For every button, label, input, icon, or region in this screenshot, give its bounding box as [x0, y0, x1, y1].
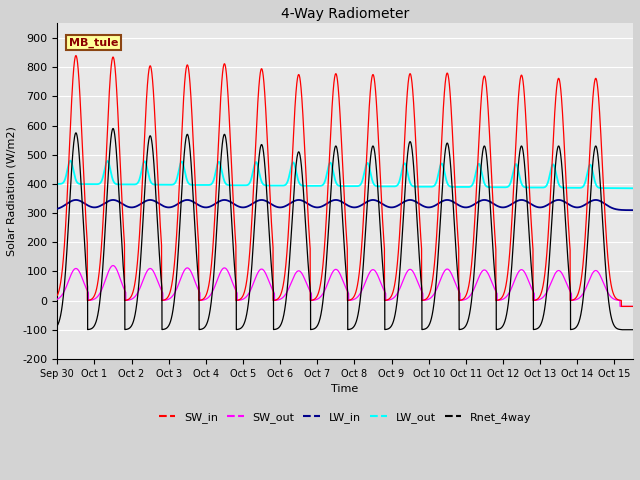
Title: 4-Way Radiometer: 4-Way Radiometer: [281, 7, 409, 21]
Y-axis label: Solar Radiation (W/m2): Solar Radiation (W/m2): [7, 126, 17, 256]
Text: MB_tule: MB_tule: [69, 37, 118, 48]
Legend: SW_in, SW_out, LW_in, LW_out, Rnet_4way: SW_in, SW_out, LW_in, LW_out, Rnet_4way: [154, 408, 536, 427]
X-axis label: Time: Time: [332, 384, 359, 394]
